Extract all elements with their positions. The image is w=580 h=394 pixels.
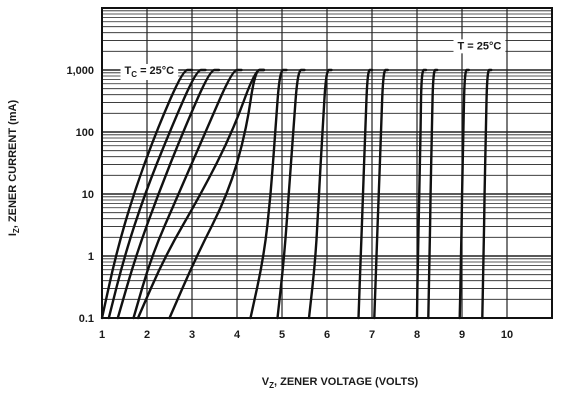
annotation-bg	[453, 39, 506, 54]
x-tick-label: 5	[279, 329, 285, 341]
x-axis-label-main: V	[262, 376, 270, 388]
annotation-bg	[120, 64, 179, 80]
annotation-2: T = 25°C	[453, 39, 506, 54]
zener-curve	[132, 68, 243, 320]
annotation-group: TC = 25°CT = 25°C	[120, 39, 506, 80]
zener-curve	[276, 68, 306, 320]
zener-curve	[168, 68, 266, 320]
y-axis-label-rest: , ZENER CURRENT (mA)	[7, 100, 19, 229]
zener-curve	[415, 68, 428, 320]
y-axis-label-main: I	[7, 233, 19, 236]
annotation-label: T = 25°C	[458, 40, 502, 52]
zener-curve	[100, 68, 194, 320]
annotation-label: TC = 25°C	[125, 65, 175, 79]
plot-frame	[101, 7, 553, 319]
x-tick-label: 9	[459, 329, 465, 341]
zener-curve	[427, 68, 439, 320]
x-axis-label-rest: , ZENER VOLTAGE (VOLTS)	[274, 376, 419, 388]
zener-curve	[136, 68, 266, 320]
y-tick-label: 0.1	[79, 313, 94, 325]
x-axis-label-sub: Z	[269, 381, 274, 390]
zener-curve	[357, 68, 374, 320]
x-tick-label: 1	[99, 329, 105, 341]
zener-curve	[116, 68, 221, 320]
y-tick-labels: 0.1 1 10 100 1,000	[66, 65, 94, 325]
annotation-rest: = 25°C	[137, 65, 174, 77]
y-tick-label: 10	[82, 189, 94, 201]
zener-curve	[249, 68, 288, 320]
zener-curve	[107, 68, 207, 320]
y-tick-label: 1	[88, 251, 94, 263]
x-axis-label: VZ, ZENER VOLTAGE (VOLTS)	[262, 376, 419, 390]
annotation-1: TC = 25°C	[120, 64, 179, 80]
y-axis-label-sub: Z	[12, 228, 21, 233]
x-tick-label: 6	[324, 329, 330, 341]
x-tick-label: 10	[501, 329, 513, 341]
zener-curve	[373, 68, 389, 320]
y-axis-label: IZ, ZENER CURRENT (mA)	[7, 100, 21, 237]
x-tick-labels: 1 2 3 4 5 6 7 8 9 10	[99, 329, 513, 341]
curve-group	[100, 68, 493, 320]
x-tick-label: 2	[144, 329, 150, 341]
y-tick-label: 1,000	[66, 65, 94, 77]
x-tick-label: 3	[189, 329, 195, 341]
x-tick-label: 4	[234, 329, 241, 341]
zener-curve	[307, 68, 333, 320]
annotation-main: T = 25°C	[458, 40, 502, 52]
x-tick-label: 7	[369, 329, 375, 341]
annotation-main: T	[125, 65, 132, 77]
x-tick-label: 8	[414, 329, 420, 341]
zener-curve	[481, 68, 493, 320]
y-tick-label: 100	[76, 127, 94, 139]
annotation-sub: C	[131, 70, 137, 79]
zener-curve	[458, 68, 470, 320]
